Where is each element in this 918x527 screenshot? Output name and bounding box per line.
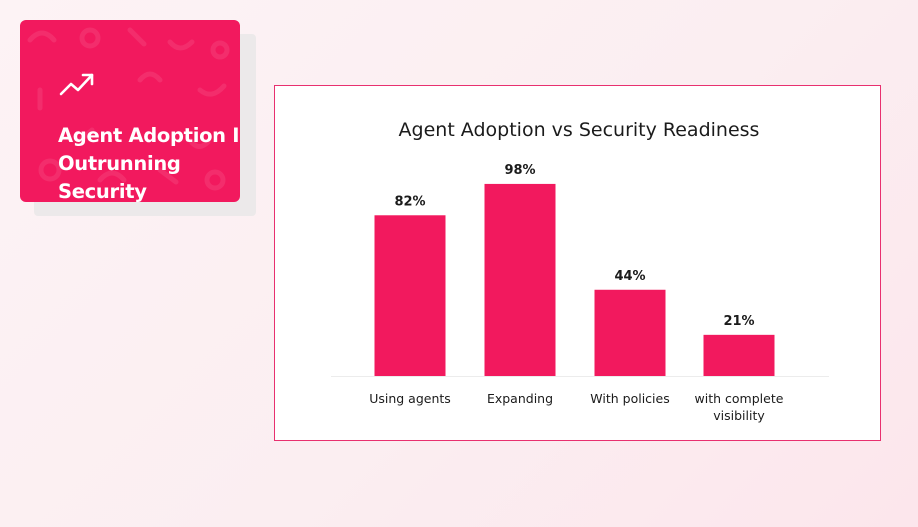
bar-value-label: 44% [614, 269, 645, 284]
bar-chart: Agent Adoption vs Security Readiness 82%… [331, 119, 829, 423]
category-label: Using agents [369, 391, 451, 406]
card-pattern [27, 27, 230, 191]
bar [374, 215, 446, 376]
category-label: with complete visibility [695, 391, 784, 423]
chart-title: Agent Adoption vs Security Readiness [399, 119, 760, 141]
category-label: With policies [590, 391, 669, 406]
bar [594, 289, 666, 376]
chart-panel: Agent Adoption vs Security Readiness 82%… [274, 85, 881, 441]
headline-card: Agent Adoption Is Outrunning Security [20, 20, 240, 202]
bar-value-label: 21% [723, 314, 754, 329]
bar [484, 183, 556, 376]
trending-up-icon [59, 73, 94, 96]
bar [703, 334, 775, 376]
bar-value-label: 82% [394, 194, 425, 209]
bar-value-label: 98% [504, 163, 535, 178]
card-title: Agent Adoption Is Outrunning Security [58, 124, 240, 202]
category-label: Expanding [487, 391, 553, 406]
